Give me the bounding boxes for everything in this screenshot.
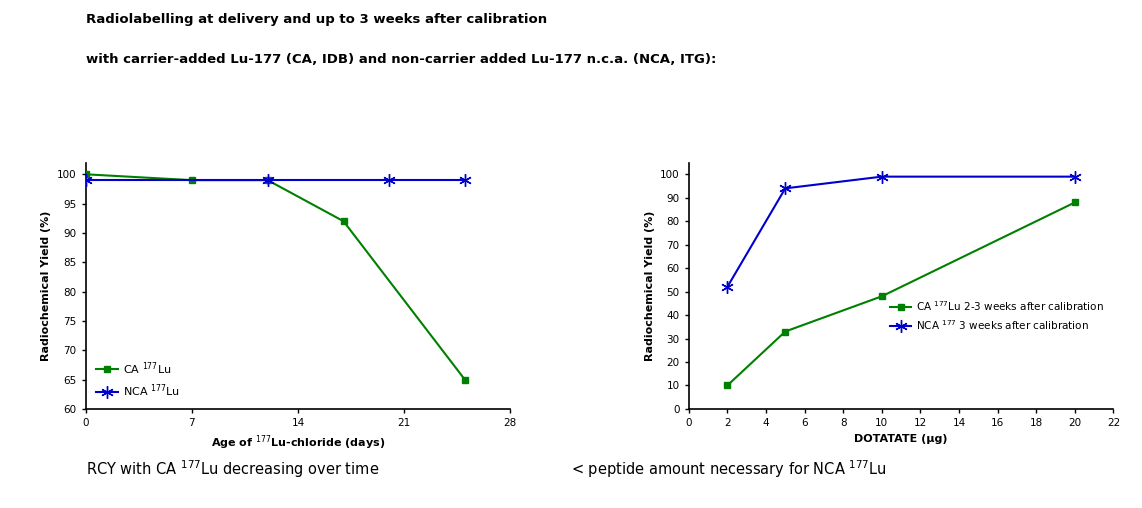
Legend: CA $^{177}$Lu 2-3 weeks after calibration, NCA $^{177}$ 3 weeks after calibratio: CA $^{177}$Lu 2-3 weeks after calibratio… bbox=[886, 295, 1108, 336]
NCA $^{177}$ 3 weeks after calibration bbox=[721, 284, 734, 290]
Text: RCY with CA $^{177}$Lu decreasing over time: RCY with CA $^{177}$Lu decreasing over t… bbox=[86, 458, 379, 480]
Text: with carrier-added Lu-177 (CA, IDB) and non-carrier added Lu-177 n.c.a. (NCA, IT: with carrier-added Lu-177 (CA, IDB) and … bbox=[86, 53, 716, 67]
NCA $^{177}$Lu bbox=[458, 177, 472, 183]
Line: NCA $^{177}$ 3 weeks after calibration: NCA $^{177}$ 3 weeks after calibration bbox=[721, 170, 1081, 293]
Line: CA $^{177}$Lu 2-3 weeks after calibration: CA $^{177}$Lu 2-3 weeks after calibratio… bbox=[724, 199, 1078, 389]
NCA $^{177}$ 3 weeks after calibration bbox=[875, 174, 888, 180]
NCA $^{177}$ 3 weeks after calibration bbox=[779, 185, 793, 192]
NCA $^{177}$Lu bbox=[383, 177, 396, 183]
X-axis label: Age of $^{177}$Lu-chloride (days): Age of $^{177}$Lu-chloride (days) bbox=[211, 433, 385, 452]
NCA $^{177}$Lu bbox=[260, 177, 274, 183]
CA $^{177}$Lu bbox=[79, 171, 93, 177]
CA $^{177}$Lu 2-3 weeks after calibration bbox=[1068, 200, 1081, 206]
CA $^{177}$Lu 2-3 weeks after calibration bbox=[779, 329, 793, 335]
Y-axis label: Radiochemical Yield (%): Radiochemical Yield (%) bbox=[41, 210, 51, 361]
Text: Radiolabelling at delivery and up to 3 weeks after calibration: Radiolabelling at delivery and up to 3 w… bbox=[86, 13, 547, 26]
CA $^{177}$Lu bbox=[260, 177, 274, 183]
Line: NCA $^{177}$Lu: NCA $^{177}$Lu bbox=[80, 174, 472, 186]
Line: CA $^{177}$Lu: CA $^{177}$Lu bbox=[82, 171, 468, 383]
CA $^{177}$Lu bbox=[458, 376, 472, 383]
CA $^{177}$Lu 2-3 weeks after calibration bbox=[875, 293, 888, 299]
Legend: CA $^{177}$Lu, NCA $^{177}$Lu: CA $^{177}$Lu, NCA $^{177}$Lu bbox=[91, 356, 185, 403]
CA $^{177}$Lu bbox=[185, 177, 199, 183]
NCA $^{177}$ 3 weeks after calibration bbox=[1068, 174, 1081, 180]
Text: < peptide amount necessary for NCA $^{177}$Lu: < peptide amount necessary for NCA $^{17… bbox=[571, 458, 887, 480]
X-axis label: DOTATATE (μg): DOTATATE (μg) bbox=[854, 433, 948, 443]
CA $^{177}$Lu bbox=[337, 218, 351, 224]
CA $^{177}$Lu 2-3 weeks after calibration bbox=[721, 383, 734, 389]
NCA $^{177}$Lu bbox=[79, 177, 93, 183]
Y-axis label: Radiochemical Yield (%): Radiochemical Yield (%) bbox=[644, 210, 654, 361]
